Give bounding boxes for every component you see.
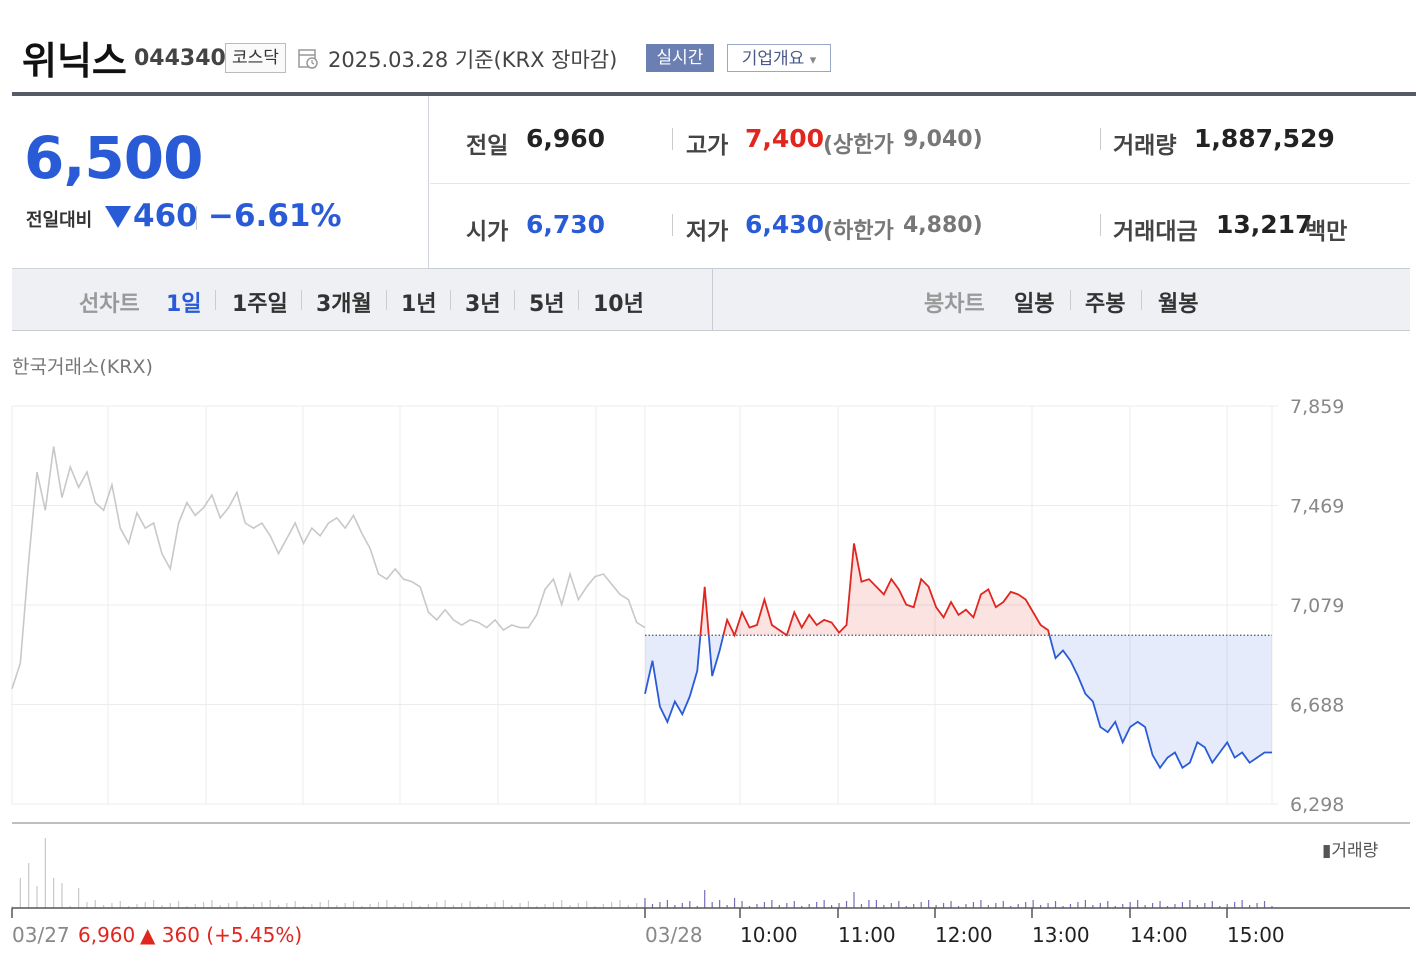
x-tick-label: 03/28 xyxy=(645,923,703,947)
tab-1w[interactable]: 1주일 xyxy=(232,292,288,317)
divider xyxy=(712,269,713,330)
high-value: 7,400 xyxy=(745,124,825,153)
series-line-down xyxy=(644,635,702,725)
amount-unit: 백만 xyxy=(1305,219,1348,245)
lower-limit-value: 4,880) xyxy=(903,213,983,238)
divider xyxy=(450,290,451,310)
prev-close-value: 6,960 xyxy=(526,124,606,153)
market-badge: 코스닥 xyxy=(225,43,286,73)
tab-3y[interactable]: 3년 xyxy=(465,292,501,317)
divider xyxy=(672,214,673,236)
current-price: 6,500 xyxy=(24,124,203,192)
tab-weekly-candle[interactable]: 주봉 xyxy=(1085,292,1126,317)
divider xyxy=(301,290,302,310)
tab-3m[interactable]: 3개월 xyxy=(316,292,372,317)
fill-areas xyxy=(645,543,1272,768)
down-triangle-icon xyxy=(105,206,131,228)
y-tick-label: 6,298 xyxy=(1290,794,1344,816)
prev-day-change: ▲ 360 (+5.45%) xyxy=(140,923,302,947)
divider xyxy=(672,128,673,150)
row-divider xyxy=(430,183,1410,184)
data-source-label: 한국거래소(KRX) xyxy=(12,356,153,378)
divider xyxy=(1100,128,1101,150)
price-change: 460 xyxy=(133,198,198,234)
x-axis: 03/28 10:00 11:00 12:00 13:00 14:00 15:00 03/27… xyxy=(11,907,1410,947)
area-fill-down xyxy=(1049,635,1272,768)
volume-value: 1,887,529 xyxy=(1194,124,1335,153)
x-tick-label: 10:00 xyxy=(740,923,798,947)
lower-limit-label: (하한가 xyxy=(823,219,894,244)
tab-daily-candle[interactable]: 일봉 xyxy=(1014,292,1055,317)
chart-grid xyxy=(11,405,1410,824)
high-label: 고가 xyxy=(686,133,729,159)
low-value: 6,430 xyxy=(745,210,825,239)
tab-1d[interactable]: 1일 xyxy=(166,292,202,317)
company-overview-button[interactable]: 기업개요 ▾ xyxy=(727,44,831,72)
prev-close-label: 전일 xyxy=(466,133,509,159)
series-line-up xyxy=(722,543,1051,638)
price-change-percent: −6.61% xyxy=(208,198,342,234)
volume-label: 거래량 xyxy=(1113,133,1177,159)
divider xyxy=(215,290,216,310)
prev-day-label: 03/27 xyxy=(12,923,70,947)
stock-name: 위닉스 xyxy=(22,39,127,83)
line-chart-label: 선차트 xyxy=(79,292,140,317)
area-fill-down xyxy=(645,635,701,722)
open-label: 시가 xyxy=(466,219,509,245)
open-value: 6,730 xyxy=(526,210,606,239)
divider xyxy=(1141,290,1142,310)
low-label: 저가 xyxy=(686,219,729,245)
y-tick-label: 7,469 xyxy=(1290,496,1344,518)
candle-chart-label: 봉차트 xyxy=(924,292,985,317)
tab-10y[interactable]: 10년 xyxy=(593,292,644,317)
y-tick-label: 7,859 xyxy=(1290,396,1344,418)
divider xyxy=(196,206,197,230)
divider xyxy=(1100,214,1101,236)
stock-code: 044340 xyxy=(134,46,226,71)
series-lines xyxy=(11,446,1272,770)
price-panel xyxy=(12,96,429,269)
amount-label: 거래대금 xyxy=(1113,219,1198,245)
company-overview-label: 기업개요 xyxy=(741,49,805,69)
compare-label: 전일대비 xyxy=(26,210,93,231)
calendar-icon xyxy=(298,49,318,69)
divider xyxy=(1070,290,1071,310)
x-tick-label: 12:00 xyxy=(935,923,993,947)
base-date: 2025.03.28 기준(KRX 장마감) xyxy=(328,48,618,72)
y-tick-labels: 7,859 7,469 7,079 6,688 6,298 xyxy=(1290,396,1344,816)
tab-5y[interactable]: 5년 xyxy=(529,292,565,317)
chevron-down-icon: ▾ xyxy=(809,53,817,68)
x-tick-label: 14:00 xyxy=(1130,923,1188,947)
quote-info-panel xyxy=(428,96,1410,269)
volume-legend: ▮거래량 xyxy=(1322,841,1379,861)
upper-limit-label: (상한가 xyxy=(823,133,894,158)
upper-limit-value: 9,040) xyxy=(903,127,983,152)
prev-day-close: 6,960 xyxy=(78,923,135,947)
series-line-down xyxy=(1048,634,1272,770)
series-line-prev-day xyxy=(11,446,646,690)
series-line-up xyxy=(699,586,710,636)
area-fill-down xyxy=(708,635,724,677)
area-fill-up xyxy=(700,586,709,636)
divider xyxy=(386,290,387,310)
amount-value: 13,217 xyxy=(1216,210,1313,239)
x-tick-label: 11:00 xyxy=(838,923,896,947)
chart-tab-bar xyxy=(12,269,1410,331)
series-line-down xyxy=(707,635,725,677)
header-divider xyxy=(12,92,1416,96)
realtime-button[interactable]: 실시간 xyxy=(646,44,714,72)
divider xyxy=(578,290,579,310)
y-tick-label: 7,079 xyxy=(1290,595,1344,617)
volume-bars: ▮거래량 xyxy=(11,838,1379,908)
y-tick-label: 6,688 xyxy=(1290,695,1344,717)
divider xyxy=(514,290,515,310)
tab-1y[interactable]: 1년 xyxy=(401,292,437,317)
tab-monthly-candle[interactable]: 월봉 xyxy=(1158,292,1199,317)
x-tick-label: 15:00 xyxy=(1227,923,1285,947)
x-tick-label: 13:00 xyxy=(1032,923,1090,947)
